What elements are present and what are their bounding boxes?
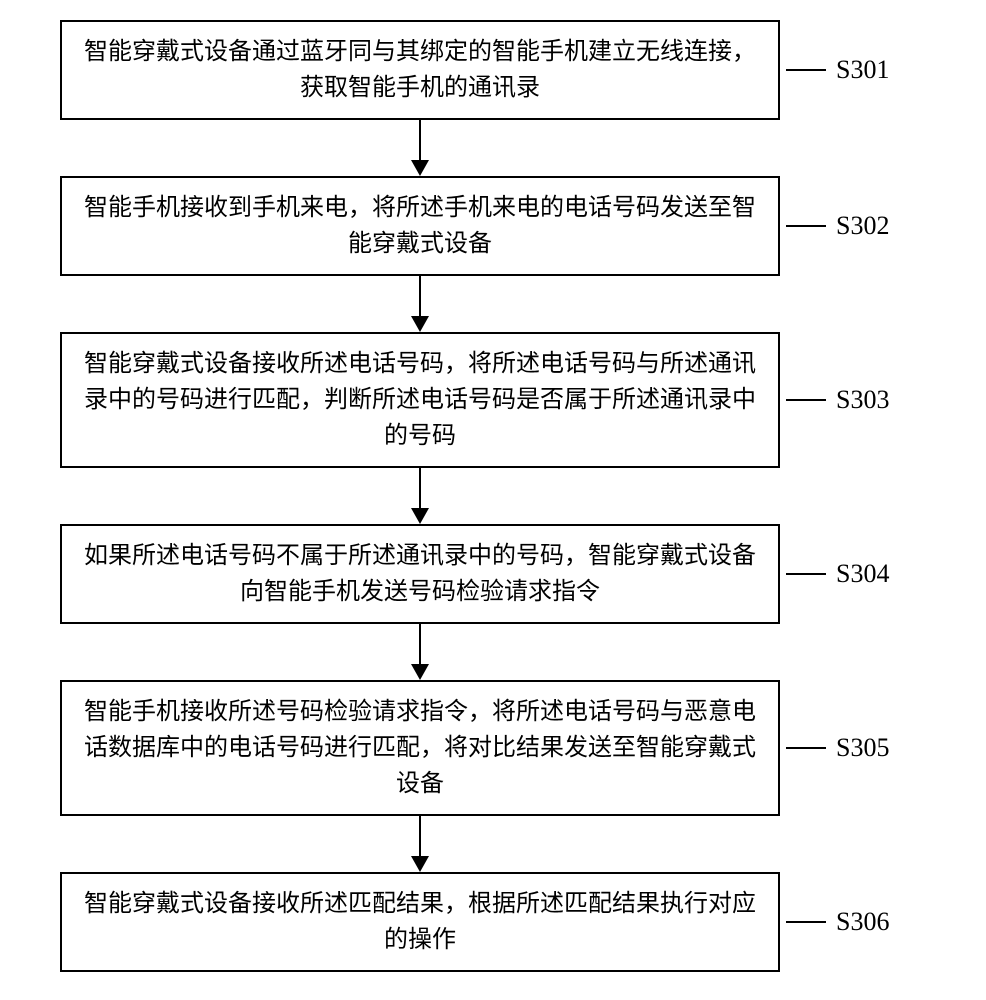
step-label: S306 xyxy=(836,907,889,937)
step-label: S305 xyxy=(836,733,889,763)
connector-line xyxy=(786,69,826,71)
step-label: S303 xyxy=(836,385,889,415)
flow-step: 智能手机接收到手机来电，将所述手机来电的电话号码发送至智能穿戴式设备 S302 xyxy=(60,176,930,276)
label-connector xyxy=(786,399,826,401)
connector-line xyxy=(786,747,826,749)
step-box-s306: 智能穿戴式设备接收所述匹配结果，根据所述匹配结果执行对应的操作 xyxy=(60,872,780,972)
label-connector xyxy=(786,921,826,923)
connector-line xyxy=(786,225,826,227)
step-label: S302 xyxy=(836,211,889,241)
flow-step: 智能穿戴式设备接收所述电话号码，将所述电话号码与所述通讯录中的号码进行匹配，判断… xyxy=(60,332,930,468)
step-label: S301 xyxy=(836,55,889,85)
label-connector xyxy=(786,747,826,749)
step-box-s304: 如果所述电话号码不属于所述通讯录中的号码，智能穿戴式设备向智能手机发送号码检验请… xyxy=(60,524,780,624)
connector-line xyxy=(786,573,826,575)
connector-line xyxy=(786,921,826,923)
flow-step: 智能穿戴式设备接收所述匹配结果，根据所述匹配结果执行对应的操作 S306 xyxy=(60,872,930,972)
step-label: S304 xyxy=(836,559,889,589)
step-box-s303: 智能穿戴式设备接收所述电话号码，将所述电话号码与所述通讯录中的号码进行匹配，判断… xyxy=(60,332,780,468)
label-connector xyxy=(786,573,826,575)
step-text: 智能穿戴式设备接收所述匹配结果，根据所述匹配结果执行对应的操作 xyxy=(82,886,758,958)
label-connector xyxy=(786,69,826,71)
step-text: 智能穿戴式设备通过蓝牙同与其绑定的智能手机建立无线连接，获取智能手机的通讯录 xyxy=(82,34,758,106)
step-text: 智能手机接收所述号码检验请求指令，将所述电话号码与恶意电话数据库中的电话号码进行… xyxy=(82,694,758,802)
step-box-s305: 智能手机接收所述号码检验请求指令，将所述电话号码与恶意电话数据库中的电话号码进行… xyxy=(60,680,780,816)
step-box-s301: 智能穿戴式设备通过蓝牙同与其绑定的智能手机建立无线连接，获取智能手机的通讯录 xyxy=(60,20,780,120)
arrow-down-icon xyxy=(60,624,780,680)
step-text: 智能穿戴式设备接收所述电话号码，将所述电话号码与所述通讯录中的号码进行匹配，判断… xyxy=(82,346,758,454)
arrow-down-icon xyxy=(60,468,780,524)
arrow-down-icon xyxy=(60,816,780,872)
flow-step: 智能手机接收所述号码检验请求指令，将所述电话号码与恶意电话数据库中的电话号码进行… xyxy=(60,680,930,816)
step-box-s302: 智能手机接收到手机来电，将所述手机来电的电话号码发送至智能穿戴式设备 xyxy=(60,176,780,276)
flow-step: 如果所述电话号码不属于所述通讯录中的号码，智能穿戴式设备向智能手机发送号码检验请… xyxy=(60,524,930,624)
step-text: 如果所述电话号码不属于所述通讯录中的号码，智能穿戴式设备向智能手机发送号码检验请… xyxy=(82,538,758,610)
label-connector xyxy=(786,225,826,227)
connector-line xyxy=(786,399,826,401)
arrow-down-icon xyxy=(60,120,780,176)
arrow-down-icon xyxy=(60,276,780,332)
flowchart-container: 智能穿戴式设备通过蓝牙同与其绑定的智能手机建立无线连接，获取智能手机的通讯录 S… xyxy=(60,20,930,972)
flow-step: 智能穿戴式设备通过蓝牙同与其绑定的智能手机建立无线连接，获取智能手机的通讯录 S… xyxy=(60,20,930,120)
step-text: 智能手机接收到手机来电，将所述手机来电的电话号码发送至智能穿戴式设备 xyxy=(82,190,758,262)
